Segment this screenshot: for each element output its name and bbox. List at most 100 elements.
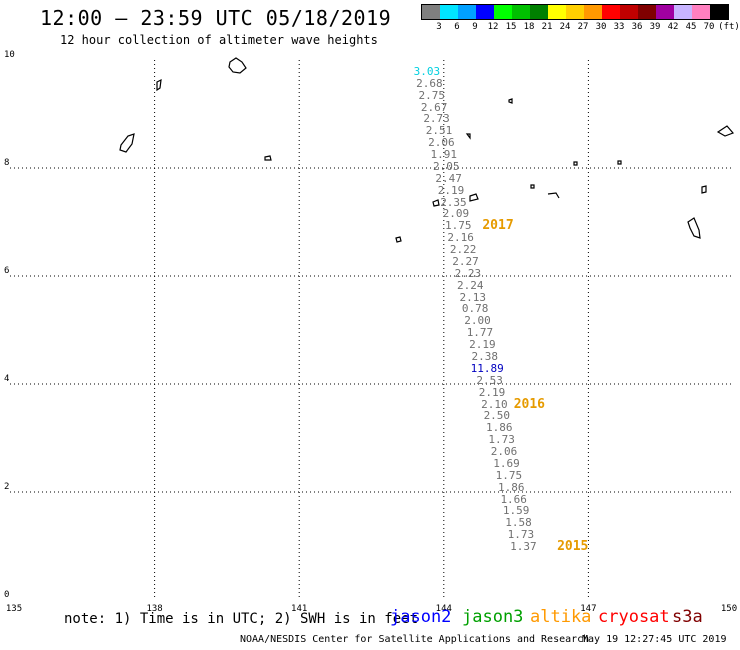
wave-height-point: 2.10 [481,397,508,411]
wave-height-point: 2.73 [423,112,450,126]
generated-timestamp: May 19 12:27:45 UTC 2019 [582,634,727,645]
credit-line: NOAA/NESDIS Center for Satellite Applica… [240,634,590,645]
wave-height-point: 1.58 [505,516,532,530]
color-scale-label: 45 [685,22,697,32]
color-scale-bar [421,4,729,20]
mission-label-jason2: jason2 [390,607,452,627]
island-outline [508,98,513,104]
wave-height-point: 2.19 [437,183,465,197]
wave-height-point: 1.86 [498,480,525,494]
lon-tick-label: 147 [580,604,597,614]
wave-height-point: 2.47 [435,171,462,185]
wave-height-point: 2.35 [440,195,467,209]
mission-label-cryosat: cryosat [598,607,670,627]
wave-height-point: 1.37 [510,540,537,554]
wave-height-point: 11.89 [470,361,504,375]
page-subtitle: 12 hour collection of altimeter wave hei… [60,33,378,47]
track-time-label: 2017 [482,218,514,234]
wave-height-point: 3.03 [413,64,441,78]
color-scale-label: 18 [523,22,535,32]
wave-height-point: 1.59 [502,504,530,518]
island-outline [547,192,560,199]
wave-height-point: 1.69 [493,456,520,470]
color-scale-swatch [710,5,728,19]
island-outline [119,133,135,153]
lat-tick-label: 8 [4,158,10,168]
island-outline [264,155,272,161]
color-scale-swatch [494,5,512,19]
wave-height-point: 1.73 [507,528,535,542]
wave-height-point: 2.05 [432,159,460,173]
lat-lon-grid [10,60,733,600]
wave-height-point: 1.73 [488,433,515,447]
wave-height-point: 0.78 [461,302,489,316]
island-outline [228,57,247,74]
color-scale-label: 33 [613,22,625,32]
color-scale-label: 15 [505,22,517,32]
island-outline [432,199,440,207]
wave-height-point: 2.53 [476,373,503,387]
lon-tick-label: 135 [5,604,23,614]
color-scale-swatch [692,5,710,19]
color-scale-label: 24 [559,22,571,32]
color-scale-label: 36 [631,22,643,32]
color-scale-swatch [656,5,674,19]
mission-label-jason3: jason3 [462,607,524,627]
wave-height-point: 2.19 [478,385,506,399]
wave-height-point: 2.27 [452,254,479,268]
wave-height-point: 2.16 [447,231,474,245]
color-scale-legend: 3 6 9 12 15 18 21 24 27 30 33 36 39 42 45 70 (ft) [421,4,740,34]
wave-height-point: 2.13 [459,290,486,304]
wave-height-point: 2.22 [449,243,477,257]
color-scale-swatch [548,5,566,19]
wave-height-point: 2.06 [428,136,455,150]
color-scale-label: 3 [436,22,442,32]
lon-tick-label: 144 [435,604,452,614]
color-scale-label: 42 [667,22,679,32]
color-scale-label: 39 [649,22,661,32]
wave-height-point: 2.50 [483,409,511,423]
track-time-label: 2016 [513,396,545,412]
color-scale-swatch [566,5,584,19]
color-scale-label: 9 [472,22,478,32]
color-scale-label: 21 [541,22,553,32]
color-scale-label: 12 [487,22,499,32]
color-scale-swatch [458,5,476,19]
wave-height-point: 2.38 [471,350,499,363]
color-scale-unit: (ft) [718,22,740,32]
island-outline [701,185,707,194]
color-scale-labels: 3 6 9 12 15 18 21 24 27 30 33 36 39 42 45 70 (ft) [421,20,740,34]
wave-height-point: 2.23 [454,266,482,280]
lat-tick-label: 0 [4,590,10,600]
lat-tick-label: 2 [4,482,10,492]
wave-height-point: 1.75 [445,219,472,233]
lon-tick-label: 150 [720,604,738,614]
color-scale-swatch [512,5,530,19]
wave-height-point: 2.09 [442,207,470,221]
mission-label-s3a: s3a [672,607,703,627]
wave-height-point: 2.19 [469,338,496,352]
wave-height-point: 1.77 [466,326,494,340]
track-time-label: 2015 [557,539,589,555]
color-scale-swatch [584,5,602,19]
wave-height-point: 2.67 [420,100,448,114]
mission-label-altika: altika [530,607,592,627]
color-scale-swatch [602,5,620,19]
color-scale-swatch [620,5,638,19]
island-outline [530,184,535,189]
wave-height-point: 2.00 [464,314,491,328]
island-outline [465,133,471,140]
island-outlines [119,57,735,243]
wave-height-point: 2.51 [425,124,453,138]
wave-height-point: 1.66 [500,492,527,506]
lat-tick-label: 4 [4,374,10,384]
wave-height-point: 2.24 [457,278,484,292]
color-scale-swatch [440,5,458,19]
color-scale-swatch [530,5,548,19]
wave-height-point: 2.06 [490,445,518,459]
page-title: 12:00 – 23:59 UTC 05/18/2019 [40,6,392,30]
color-scale-swatch [476,5,494,19]
color-scale-label: 30 [595,22,607,32]
wave-height-point: 1.91 [430,148,458,162]
